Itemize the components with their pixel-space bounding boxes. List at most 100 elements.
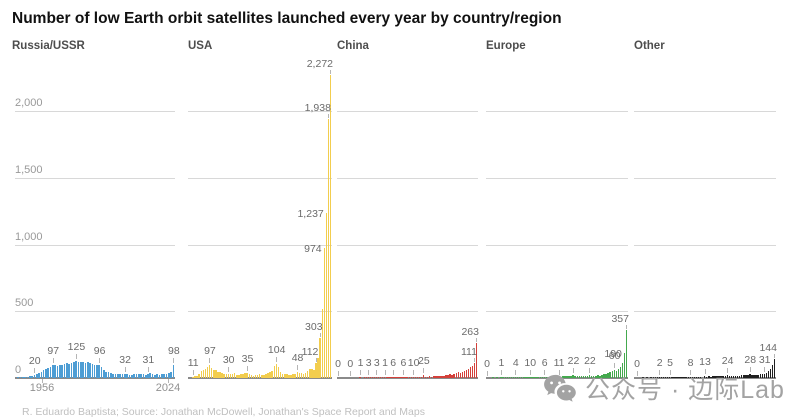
bar xyxy=(79,361,82,378)
bar xyxy=(769,368,772,378)
bar xyxy=(215,370,217,378)
bar xyxy=(668,377,671,378)
bar-value-label: 6 xyxy=(400,357,407,370)
bar xyxy=(422,374,425,378)
gridline xyxy=(337,244,478,246)
gridline xyxy=(486,244,628,246)
bar xyxy=(732,375,735,378)
bar-value-label: 11 xyxy=(553,356,565,369)
bar xyxy=(738,375,741,378)
bar xyxy=(194,376,196,378)
bar xyxy=(59,365,61,378)
bar xyxy=(202,369,205,378)
bar xyxy=(734,375,737,378)
bar xyxy=(123,373,126,378)
x-axis-tick xyxy=(168,379,169,383)
bar xyxy=(196,375,198,378)
bar xyxy=(570,375,572,378)
bar xyxy=(321,308,324,378)
bar xyxy=(697,376,700,378)
bar-value-label: 32 xyxy=(119,353,131,366)
bar xyxy=(165,373,168,378)
label-leader-tick xyxy=(173,357,175,363)
bar xyxy=(77,361,80,378)
bar xyxy=(576,376,579,378)
bar-value-label: 6 xyxy=(541,357,548,370)
label-leader-tick xyxy=(330,69,332,74)
label-leader-tick xyxy=(474,358,476,363)
bar xyxy=(716,375,718,378)
bar xyxy=(269,372,271,378)
bar xyxy=(611,370,613,378)
bar xyxy=(426,376,429,378)
bar xyxy=(252,375,255,378)
bar xyxy=(82,362,84,378)
bar-value-label: 20 xyxy=(28,355,41,368)
bar xyxy=(119,374,121,378)
label-leader-tick xyxy=(486,371,488,376)
bar xyxy=(112,373,115,378)
bar xyxy=(206,367,209,378)
bar xyxy=(406,377,408,378)
bar xyxy=(747,375,749,378)
bar xyxy=(621,363,624,378)
gridline xyxy=(486,311,628,313)
bar xyxy=(250,375,253,378)
bar xyxy=(475,342,478,378)
bar xyxy=(428,376,431,378)
bar xyxy=(66,363,68,378)
bar-value-label: 263 xyxy=(461,325,479,338)
bar-value-label: 60 xyxy=(608,349,621,362)
bar xyxy=(319,337,321,378)
gridline xyxy=(15,111,175,112)
bar-value-label: 5 xyxy=(667,357,673,370)
bar xyxy=(609,371,611,378)
y-axis-tick-label: 1,500 xyxy=(15,163,43,176)
gridline xyxy=(337,111,478,112)
gridline xyxy=(634,244,776,246)
bar xyxy=(147,373,149,378)
bar xyxy=(170,371,173,378)
bar xyxy=(402,377,404,378)
bar xyxy=(329,74,332,378)
label-leader-tick xyxy=(774,353,776,358)
x-axis-line xyxy=(188,377,332,379)
bar xyxy=(21,377,24,378)
bar xyxy=(537,377,539,378)
bar xyxy=(279,372,282,378)
bar xyxy=(373,377,376,378)
gridline xyxy=(188,177,332,179)
bar xyxy=(443,375,445,378)
bar xyxy=(38,372,40,378)
label-leader-tick xyxy=(328,114,330,119)
bar xyxy=(720,375,722,378)
bar xyxy=(19,377,22,378)
bar xyxy=(453,373,455,378)
bar-value-label: 25 xyxy=(418,354,430,367)
panel-header: China xyxy=(337,40,369,52)
bar xyxy=(386,377,388,378)
bar xyxy=(359,377,361,378)
y-axis-tick-label: 500 xyxy=(15,297,34,310)
bar xyxy=(728,375,731,378)
bar xyxy=(225,374,228,378)
bar xyxy=(502,377,504,378)
label-leader-tick xyxy=(392,370,394,376)
label-leader-tick xyxy=(147,366,149,372)
bar xyxy=(384,377,386,378)
label-leader-tick xyxy=(315,358,317,363)
bar xyxy=(607,372,609,378)
bar xyxy=(724,375,727,378)
bar xyxy=(424,376,427,378)
bar-value-label: 1,237 xyxy=(297,207,324,220)
bar xyxy=(677,377,679,378)
gridline xyxy=(188,111,332,112)
bar xyxy=(267,373,269,378)
bar xyxy=(617,369,620,378)
bar xyxy=(300,373,303,378)
bar-value-label: 97 xyxy=(47,345,60,358)
label-leader-tick xyxy=(402,370,404,376)
bar xyxy=(103,369,105,378)
label-leader-tick xyxy=(297,364,299,370)
bar xyxy=(296,371,299,378)
